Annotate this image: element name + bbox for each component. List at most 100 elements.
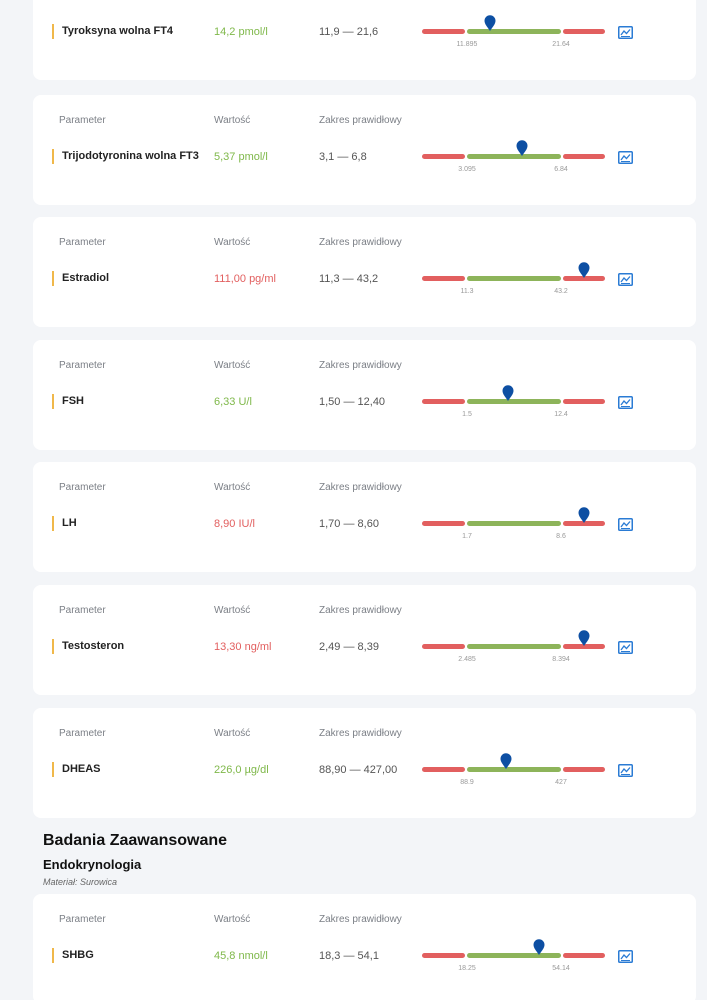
range-max-label: 12.4 — [554, 411, 568, 418]
result-card: Parameter Wartość Zakres prawidłowy DHEAS… — [33, 708, 696, 818]
reference-range: 3,1 — 6,8 — [319, 151, 367, 163]
chart-icon[interactable] — [618, 26, 633, 39]
range-bar-normal — [467, 521, 561, 526]
range-bar-low — [422, 29, 465, 34]
range-bar-low — [422, 521, 465, 526]
result-card: Parameter Wartość Zakres prawidłowy SHBG … — [33, 894, 696, 1000]
parameter-value: 14,2 pmol/l — [214, 26, 268, 38]
range-bar-low — [422, 767, 465, 772]
result-card: Parameter Wartość Zakres prawidłowy FSH 6… — [33, 340, 696, 450]
range-bar: 88.9 427 — [422, 753, 605, 786]
range-max-label: 43.2 — [554, 288, 568, 295]
header-value: Wartość — [214, 605, 251, 616]
header-parameter: Parameter — [59, 360, 106, 371]
parameter-name: Testosteron — [52, 639, 124, 654]
header-value: Wartość — [214, 360, 251, 371]
reference-range: 11,3 — 43,2 — [319, 273, 379, 285]
range-bar: 1.7 8.6 — [422, 507, 605, 540]
header-range: Zakres prawidłowy — [319, 914, 402, 925]
range-bar-normal — [467, 29, 561, 34]
parameter-value: 5,37 pmol/l — [214, 151, 268, 163]
range-max-label: 8.394 — [552, 656, 570, 663]
location-pin-icon — [578, 630, 590, 646]
header-range: Zakres prawidłowy — [319, 728, 402, 739]
chart-icon[interactable] — [618, 396, 633, 409]
location-pin-icon — [484, 15, 496, 31]
range-bar-high — [563, 644, 605, 649]
range-bar: 11.895 21.64 — [422, 15, 605, 48]
range-min-label: 11.895 — [456, 41, 478, 48]
range-bar: 18.25 54.14 — [422, 939, 605, 972]
range-bar-low — [422, 276, 465, 281]
parameter-name: Trijodotyronina wolna FT3 — [52, 149, 199, 164]
range-bar: 11.3 43.2 — [422, 262, 605, 295]
parameter-value: 13,30 ng/ml — [214, 641, 272, 653]
header-range: Zakres prawidłowy — [319, 482, 402, 493]
range-bar-high — [563, 767, 605, 772]
chart-icon[interactable] — [618, 518, 633, 531]
result-card: Parameter Wartość Zakres prawidłowy Trijo… — [33, 95, 696, 205]
header-parameter: Parameter — [59, 914, 106, 925]
range-max-label: 8.6 — [556, 533, 566, 540]
result-card: Parameter Wartość Zakres prawidłowy Estra… — [33, 217, 696, 327]
parameter-value: 111,00 pg/ml — [214, 273, 276, 285]
header-parameter: Parameter — [59, 728, 106, 739]
header-parameter: Parameter — [59, 115, 106, 126]
location-pin-icon — [533, 939, 545, 955]
reference-range: 18,3 — 54,1 — [319, 950, 379, 962]
parameter-name: LH — [52, 516, 77, 531]
range-bar-low — [422, 154, 465, 159]
result-card: Parameter Wartość Zakres prawidłowy Testo… — [33, 585, 696, 695]
range-bar-normal — [467, 767, 561, 772]
reference-range: 88,90 — 427,00 — [319, 764, 398, 776]
range-bar-normal — [467, 276, 561, 281]
chart-icon[interactable] — [618, 950, 633, 963]
range-bar-high — [563, 276, 605, 281]
range-bar-normal — [467, 953, 561, 958]
header-value: Wartość — [214, 482, 251, 493]
header-range: Zakres prawidłowy — [319, 237, 402, 248]
range-max-label: 6.84 — [554, 166, 568, 173]
chart-icon[interactable] — [618, 273, 633, 286]
header-value: Wartość — [214, 237, 251, 248]
section-material: Materiał: Surowica — [43, 877, 118, 887]
header-parameter: Parameter — [59, 482, 106, 493]
reference-range: 2,49 — 8,39 — [319, 641, 379, 653]
parameter-name: Estradiol — [52, 271, 109, 286]
parameter-value: 8,90 IU/l — [214, 518, 255, 530]
parameter-name: Tyroksyna wolna FT4 — [52, 24, 173, 39]
range-min-label: 11.3 — [460, 288, 474, 295]
chart-icon[interactable] — [618, 151, 633, 164]
range-bar-high — [563, 399, 605, 404]
parameter-value: 6,33 U/l — [214, 396, 252, 408]
section-title: Badania Zaawansowane — [43, 832, 228, 849]
result-card: Parameter Wartość Zakres prawidłowy LH 8,… — [33, 462, 696, 572]
reference-range: 11,9 — 21,6 — [319, 26, 379, 38]
range-bar-high — [563, 521, 605, 526]
location-pin-icon — [500, 753, 512, 769]
chart-icon[interactable] — [618, 764, 633, 777]
location-pin-icon — [578, 262, 590, 278]
range-min-label: 1.7 — [462, 533, 472, 540]
header-value: Wartość — [214, 728, 251, 739]
header-range: Zakres prawidłowy — [319, 115, 402, 126]
range-min-label: 88.9 — [460, 779, 474, 786]
range-min-label: 18.25 — [458, 965, 476, 972]
header-range: Zakres prawidłowy — [319, 360, 402, 371]
range-bar-normal — [467, 644, 561, 649]
parameter-value: 45,8 nmol/l — [214, 950, 268, 962]
section-subtitle: Endokrynologia — [43, 857, 142, 872]
header-parameter: Parameter — [59, 237, 106, 248]
chart-icon[interactable] — [618, 641, 633, 654]
header-parameter: Parameter — [59, 605, 106, 616]
range-bar: 2.485 8.394 — [422, 630, 605, 663]
range-bar-high — [563, 154, 605, 159]
header-range: Zakres prawidłowy — [319, 605, 402, 616]
range-max-label: 54.14 — [552, 965, 570, 972]
parameter-name: FSH — [52, 394, 84, 409]
range-max-label: 427 — [555, 779, 567, 786]
location-pin-icon — [502, 385, 514, 401]
range-max-label: 21.64 — [552, 41, 570, 48]
range-bar-high — [563, 29, 605, 34]
range-bar-low — [422, 644, 465, 649]
